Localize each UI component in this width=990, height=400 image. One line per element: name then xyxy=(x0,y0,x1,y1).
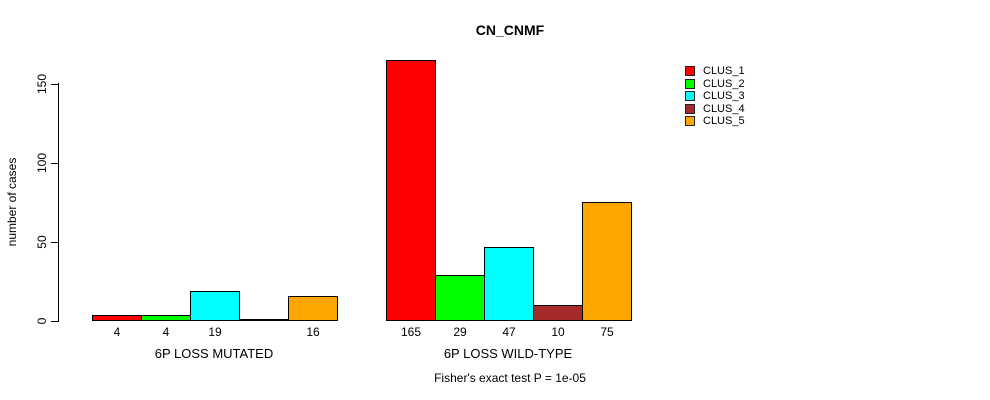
legend-item-label: CLUS_4 xyxy=(703,103,745,115)
legend-item-label: CLUS_2 xyxy=(703,78,745,90)
y-tick-label: 50 xyxy=(35,235,49,249)
bar-value-label: 29 xyxy=(453,325,467,339)
legend-swatch-clus_4-icon xyxy=(685,104,695,114)
y-tick-mark xyxy=(51,84,58,85)
bar-clus_1-wildtype xyxy=(386,60,436,321)
bar-value-label: 165 xyxy=(400,325,422,339)
bar-clus_2-wildtype xyxy=(435,275,485,321)
bar-clus_5-wildtype xyxy=(582,202,632,321)
y-tick-label: 0 xyxy=(35,317,49,325)
y-axis-label: number of cases xyxy=(5,157,19,247)
bar-clus_4-mutated xyxy=(239,319,289,321)
chart-title: CN_CNMF xyxy=(475,22,545,38)
y-tick-label: 100 xyxy=(35,152,49,174)
bar-clus_2-mutated xyxy=(141,315,191,321)
legend-item-label: CLUS_3 xyxy=(703,90,745,102)
bar-value-label: 16 xyxy=(306,325,320,339)
legend-swatch-clus_3-icon xyxy=(685,91,695,101)
y-tick-label: 150 xyxy=(35,73,49,95)
bar-value-label: 47 xyxy=(502,325,516,339)
legend-swatch-clus_5-icon xyxy=(685,116,695,126)
stat-annotation: Fisher's exact test P = 1e-05 xyxy=(434,371,586,385)
y-tick-mark xyxy=(51,163,58,164)
group-label-wildtype: 6P LOSS WILD-TYPE xyxy=(443,346,573,361)
y-axis-line xyxy=(58,83,59,322)
legend-item-label: CLUS_5 xyxy=(703,115,745,127)
bar-clus_3-mutated xyxy=(190,291,240,321)
bar-clus_4-wildtype xyxy=(533,305,583,321)
bar-value-label: 4 xyxy=(113,325,121,339)
group-label-mutated: 6P LOSS MUTATED xyxy=(154,346,274,361)
bar-clus_3-wildtype xyxy=(484,247,534,321)
legend-swatch-clus_2-icon xyxy=(685,79,695,89)
bar-clus_5-mutated xyxy=(288,296,338,321)
legend-swatch-clus_1-icon xyxy=(685,66,695,76)
y-tick-mark xyxy=(51,321,58,322)
bar-value-label: 19 xyxy=(208,325,222,339)
bar-value-label: 10 xyxy=(551,325,565,339)
y-tick-mark xyxy=(51,242,58,243)
bar-clus_1-mutated xyxy=(92,315,142,321)
bar-value-label: 4 xyxy=(162,325,170,339)
bar-value-label: 75 xyxy=(600,325,614,339)
legend-item-label: CLUS_1 xyxy=(703,65,745,77)
